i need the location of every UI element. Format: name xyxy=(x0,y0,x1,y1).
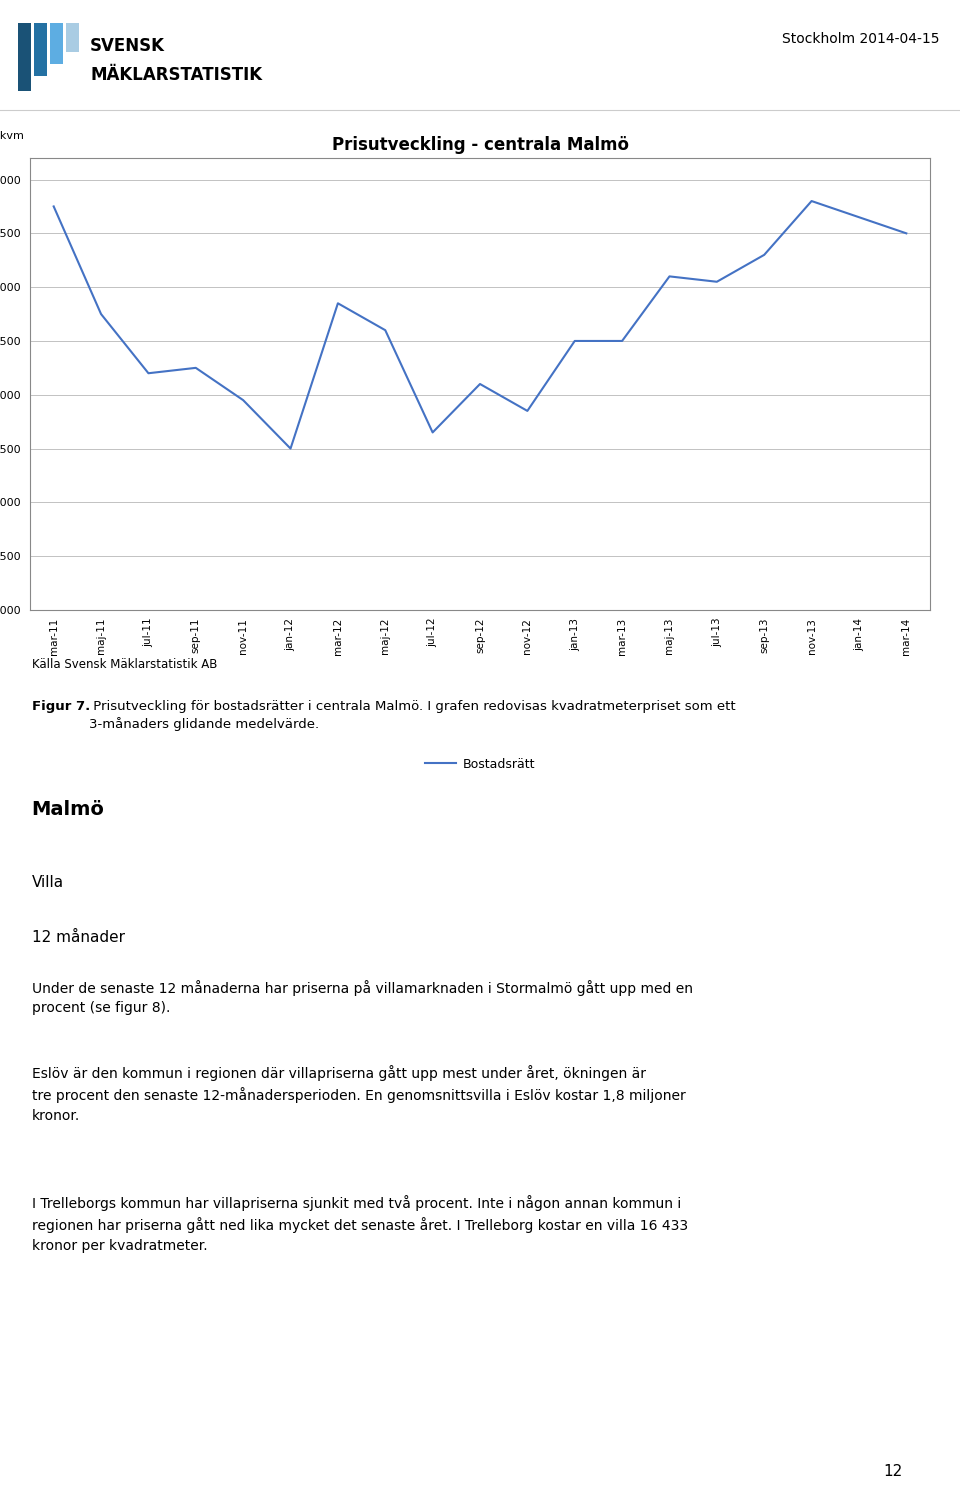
Text: Stockholm 2014-04-15: Stockholm 2014-04-15 xyxy=(782,32,940,47)
Text: 12 månader: 12 månader xyxy=(32,931,125,944)
Bar xyxy=(50,23,63,63)
Bar xyxy=(18,23,31,92)
Text: MÄKLARSTATISTIK: MÄKLARSTATISTIK xyxy=(90,66,262,84)
Text: 12: 12 xyxy=(883,1464,902,1479)
Text: SVENSK: SVENSK xyxy=(90,38,165,56)
Text: Eslöv är den kommun i regionen där villapriserna gått upp mest under året, öknin: Eslöv är den kommun i regionen där villa… xyxy=(32,1065,685,1123)
Bar xyxy=(34,23,47,77)
Text: Malmö: Malmö xyxy=(32,800,105,819)
Bar xyxy=(66,23,79,51)
Text: Villa: Villa xyxy=(32,875,63,890)
Legend: Bostadsrätt: Bostadsrätt xyxy=(420,753,540,776)
Title: Prisutveckling - centrala Malmö: Prisutveckling - centrala Malmö xyxy=(331,136,629,154)
Text: kr/kvm: kr/kvm xyxy=(0,131,24,142)
Text: Källa Svensk Mäklarstatistik AB: Källa Svensk Mäklarstatistik AB xyxy=(32,658,217,672)
Text: Prisutveckling för bostadsrätter i centrala Malmö. I grafen redovisas kvadratmet: Prisutveckling för bostadsrätter i centr… xyxy=(89,700,736,732)
Text: I Trelleborgs kommun har villapriserna sjunkit med två procent. Inte i någon ann: I Trelleborgs kommun har villapriserna s… xyxy=(32,1194,687,1253)
Text: Figur 7.: Figur 7. xyxy=(32,700,90,712)
Text: Under de senaste 12 månaderna har priserna på villamarknaden i Stormalmö gått up: Under de senaste 12 månaderna har priser… xyxy=(32,980,693,1015)
